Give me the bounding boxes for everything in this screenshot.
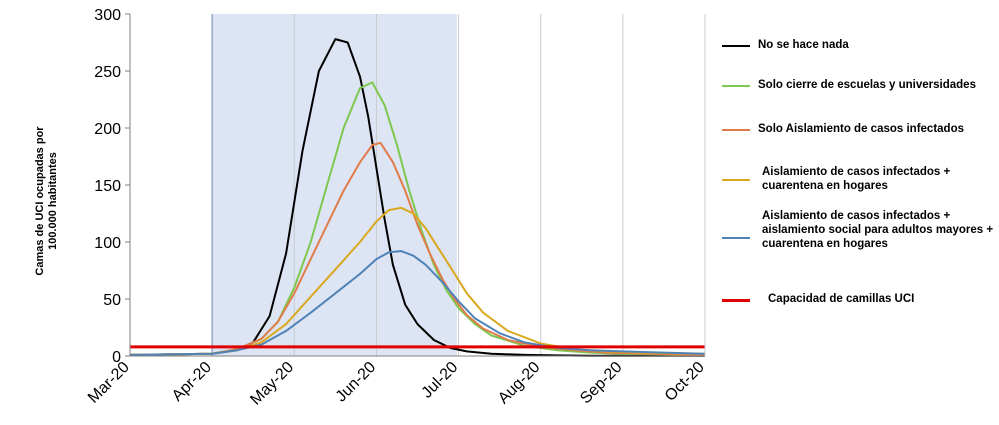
legend-label: No se hace nada: [758, 39, 849, 51]
x-tick-label: Mar-20: [85, 359, 133, 407]
y-tick-label: 150: [94, 178, 121, 195]
y-tick-label: 50: [103, 292, 121, 309]
plot-background: [212, 14, 457, 356]
y-tick-labels: 0 50 100 150 200 250 300: [94, 7, 130, 366]
legend-swatch: [722, 129, 750, 131]
x-tick-label: Sep-20: [577, 359, 626, 408]
x-tick-label: Aug-20: [495, 359, 544, 408]
series-lines: [129, 38, 706, 357]
y-tick-label: 200: [94, 121, 121, 138]
x-tick-label: Apr-20: [169, 359, 215, 405]
legend-swatch: [722, 45, 750, 47]
y-axis-label: Camas de UCI ocupadas por 100.000 habita…: [34, 126, 59, 276]
x-tick-label: Jul-20: [419, 359, 462, 402]
x-tick-label: May-20: [247, 359, 297, 409]
legend-label: Aislamiento de casos infectados + cuaren…: [762, 166, 951, 192]
y-tick-label: 100: [94, 235, 121, 252]
legend-swatch: [722, 299, 750, 302]
x-tick-labels: Mar-20 Apr-20 May-20 Jun-20 Jul-20 Aug-20 Sep-…: [85, 359, 708, 409]
legend-swatch: [722, 237, 750, 239]
legend-label: Solo Aislamiento de casos infectados: [758, 123, 964, 135]
x-tick-label: Oct-20: [662, 359, 708, 405]
legend-swatch: [722, 85, 750, 87]
series-line: [129, 250, 706, 356]
legend-label: Capacidad de camillas UCI: [768, 293, 915, 305]
shaded-region: [212, 14, 457, 356]
y-tick-label: 300: [94, 7, 121, 24]
x-tick-label: Jun-20: [333, 359, 380, 406]
y-tick-label: 0: [112, 349, 121, 366]
y-tick-label: 250: [94, 64, 121, 81]
legend: No se hace nada Solo cierre de escuelas y…: [722, 0, 999, 425]
legend-label: Aislamiento de casos infectados + aislam…: [762, 210, 994, 250]
y-axis-label-box: Camas de UCI ocupadas por 100.000 habita…: [14, 86, 124, 316]
legend-label: Solo cierre de escuelas y universidades: [758, 79, 976, 91]
legend-swatch: [722, 179, 750, 181]
series-line: [129, 38, 706, 357]
